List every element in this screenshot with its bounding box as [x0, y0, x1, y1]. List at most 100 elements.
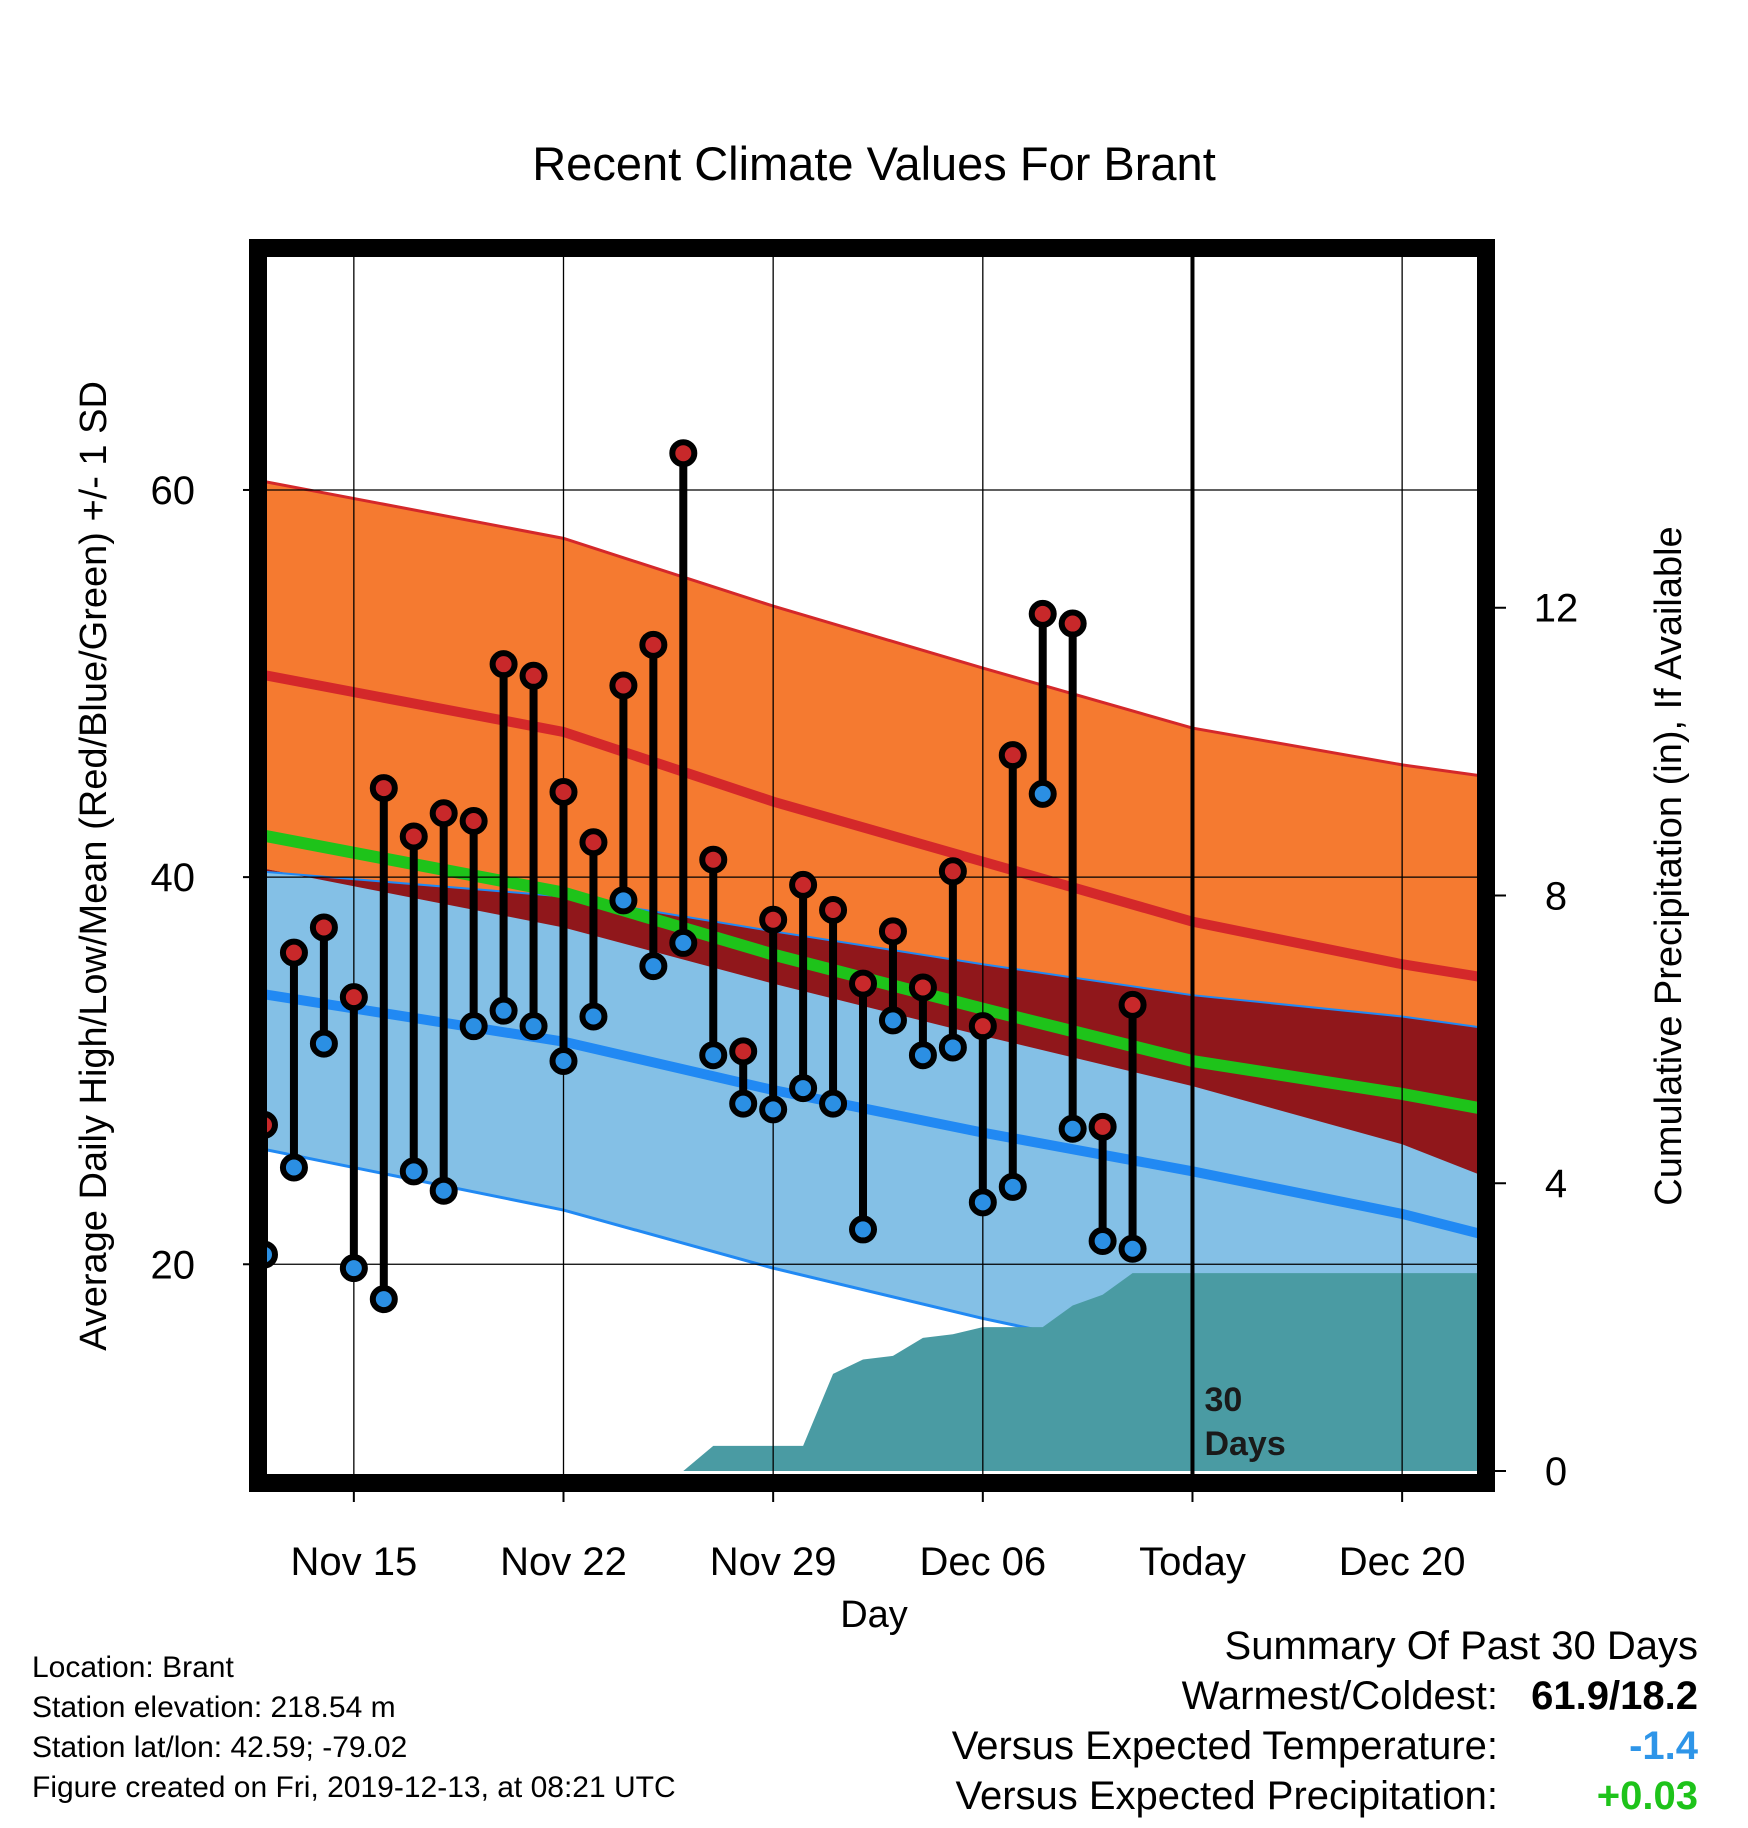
low-temp-point [759, 1095, 788, 1124]
low-temp-point [549, 1047, 578, 1076]
low-temp-point [609, 886, 638, 915]
high-temp-point [459, 806, 488, 835]
x-tick-label: Dec 06 [919, 1540, 1046, 1584]
x-tick-label: Today [1139, 1540, 1246, 1584]
precipitation-area [683, 1273, 1486, 1471]
created-text: Figure created on Fri, 2019-12-13, at 08… [32, 1771, 676, 1804]
x-axis-label: Day [840, 1594, 908, 1636]
low-temp-point [699, 1041, 728, 1070]
high-temp-point [968, 1012, 997, 1041]
x-tick-label: Nov 22 [500, 1540, 627, 1584]
low-temp-point [878, 1006, 907, 1035]
elevation-text: Station elevation: 218.54 m [32, 1691, 396, 1724]
high-temp-point [819, 896, 848, 925]
high-temp-point [369, 774, 398, 803]
y2-tick-label: 4 [1545, 1162, 1567, 1206]
low-temp-point [849, 1215, 878, 1244]
high-temp-point [339, 983, 368, 1012]
low-temp-point [339, 1254, 368, 1283]
low-temp-point [669, 928, 698, 957]
low-temp-point [998, 1172, 1027, 1201]
low-temp-point [1028, 779, 1057, 808]
y2-tick-label: 8 [1545, 874, 1567, 918]
overlay: 30 Days [249, 248, 1286, 1483]
high-temp-point [669, 439, 698, 468]
summary-heading: Summary Of Past 30 Days [1224, 1624, 1698, 1668]
today-days-number: 30 [1204, 1381, 1242, 1419]
high-temp-point [849, 969, 878, 998]
high-temp-point [908, 973, 937, 1002]
low-temp-point [279, 1153, 308, 1182]
low-temp-point [309, 1029, 338, 1058]
summary-precip: Versus Expected Precipitation: +0.03 [952, 1771, 1698, 1821]
high-temp-point [1058, 609, 1087, 638]
summary-warm-cold: Warmest/Coldest: 61.9/18.2 [952, 1671, 1698, 1721]
x-tick-label: Nov 29 [710, 1540, 837, 1584]
temp-label: Versus Expected Temperature: [951, 1724, 1498, 1768]
low-temp-point [579, 1002, 608, 1031]
low-temp-point [938, 1033, 967, 1062]
summary-temp: Versus Expected Temperature: -1.4 [952, 1721, 1698, 1771]
high-temp-point [938, 857, 967, 886]
low-temp-point [908, 1041, 937, 1070]
summary-panel: Summary Of Past 30 Days Warmest/Coldest:… [952, 1621, 1698, 1821]
y-tick-label: 60 [151, 469, 196, 513]
high-temp-point [998, 741, 1027, 770]
high-temp-point [789, 870, 818, 899]
y2-tick-label: 0 [1545, 1450, 1567, 1494]
high-temp-point [1088, 1112, 1117, 1141]
overlap-band [258, 867, 1486, 1178]
high-temp-point [729, 1037, 758, 1066]
low-temp-point [1118, 1234, 1147, 1263]
low-temp-point [519, 1012, 548, 1041]
chart-title: Recent Climate Values For Brant [532, 137, 1216, 190]
latlon-text: Station lat/lon: 42.59; -79.02 [32, 1731, 408, 1764]
high-temp-point [519, 661, 548, 690]
low-temp-point [399, 1157, 428, 1186]
high-temp-point [549, 777, 578, 806]
low-temp-point [1058, 1114, 1087, 1143]
y-axis-label: Average Daily High/Low/Mean (Red/Blue/Gr… [73, 381, 115, 1351]
high-temp-point [1028, 599, 1057, 628]
low-temp-point [489, 996, 518, 1025]
y2-tick-label: 12 [1534, 587, 1579, 631]
x-tick-label: Dec 20 [1339, 1540, 1466, 1584]
temp-value: -1.4 [1629, 1724, 1698, 1768]
precip-label: Versus Expected Precipitation: [955, 1774, 1498, 1818]
high-temp-point [309, 913, 338, 942]
low-temp-point [369, 1285, 398, 1314]
high-temp-point [579, 828, 608, 857]
plot-frame [249, 239, 1495, 1492]
high-temp-point [489, 650, 518, 679]
low-temp-point [429, 1176, 458, 1205]
low-temp-point [789, 1074, 818, 1103]
y2-axis-label: Cumulative Precipitation (in), If Availa… [1648, 526, 1690, 1205]
location-text: Location: Brant [32, 1651, 234, 1684]
high-temp-point [1118, 990, 1147, 1019]
station-info: Location: Brant Station elevation: 218.5… [32, 1648, 676, 1808]
warm-cold-value: 61.9/18.2 [1531, 1674, 1698, 1718]
y-tick-label: 20 [151, 1243, 196, 1287]
high-temp-point [759, 905, 788, 934]
high-temp-point [609, 671, 638, 700]
high-temp-point [639, 630, 668, 659]
high-temp-point [878, 917, 907, 946]
x-tick-label: Nov 15 [290, 1540, 417, 1584]
grid [258, 248, 1486, 1483]
low-temp-point [1088, 1227, 1117, 1256]
high-temp-point [399, 822, 428, 851]
warm-cold-label: Warmest/Coldest: [1181, 1674, 1498, 1718]
low-temp-point [819, 1089, 848, 1118]
low-temp-point [968, 1188, 997, 1217]
high-temp-point [429, 799, 458, 828]
today-days-label: Days [1204, 1425, 1285, 1463]
low-temp-point [459, 1012, 488, 1041]
y-tick-label: 40 [151, 856, 196, 900]
low-temp-point [729, 1089, 758, 1118]
high-temp-point [279, 938, 308, 967]
axes: 20 40 60 0 4 8 12 Nov 15 Nov 22 Nov 29 Dec 06 Today… [151, 295, 1579, 1584]
high-temp-point [699, 845, 728, 874]
precip-value: +0.03 [1596, 1774, 1698, 1818]
low-temp-point [639, 952, 668, 981]
